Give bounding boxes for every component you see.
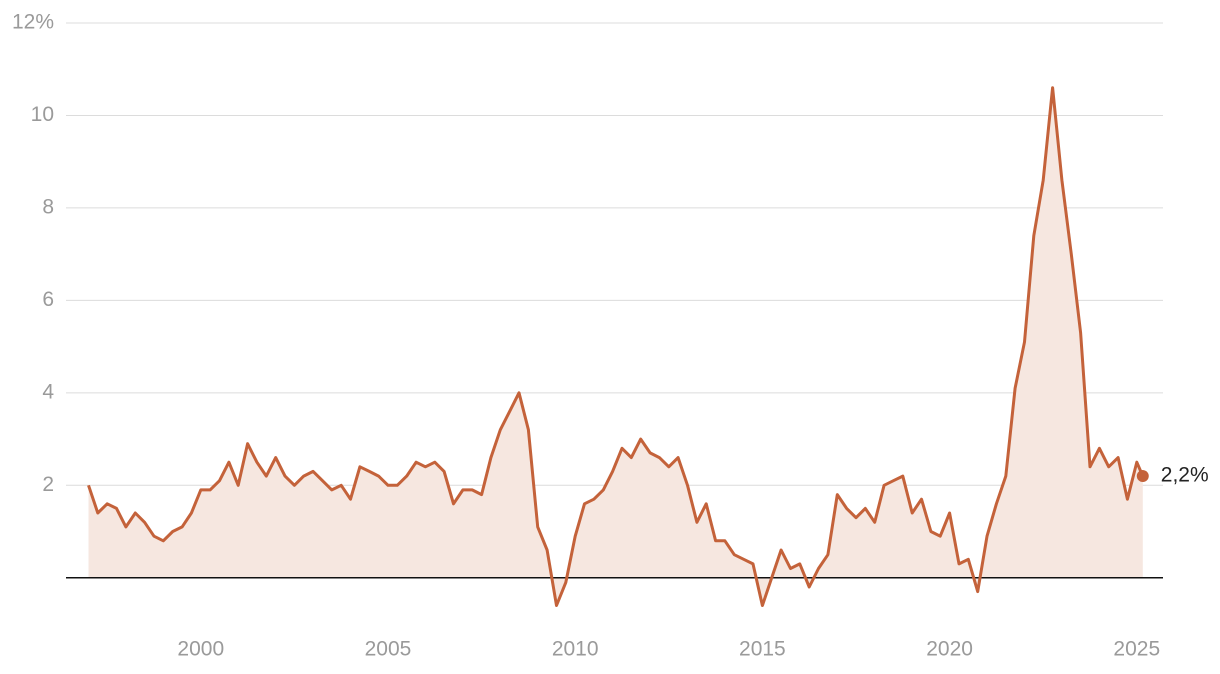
y-tick-label: 4 (42, 380, 54, 403)
y-tick-label: 6 (42, 288, 54, 311)
x-tick-label: 2025 (1113, 638, 1160, 661)
value-label: 2,2% (1161, 464, 1209, 487)
y-tick-label: 10 (31, 103, 54, 126)
y-tick-label: 8 (42, 195, 54, 218)
line (87, 86, 1145, 607)
x-tick-label: 2005 (365, 638, 412, 661)
y-tick-label: 12% (12, 11, 54, 34)
x-tick-label: 2015 (739, 638, 786, 661)
area (88, 87, 1143, 606)
x-tick-label: 2010 (552, 638, 599, 661)
x-tick-label: 2000 (177, 638, 224, 661)
y-tick-label: 2 (42, 473, 54, 496)
end-dot (1136, 470, 1149, 483)
x-tick-label: 2020 (926, 638, 973, 661)
